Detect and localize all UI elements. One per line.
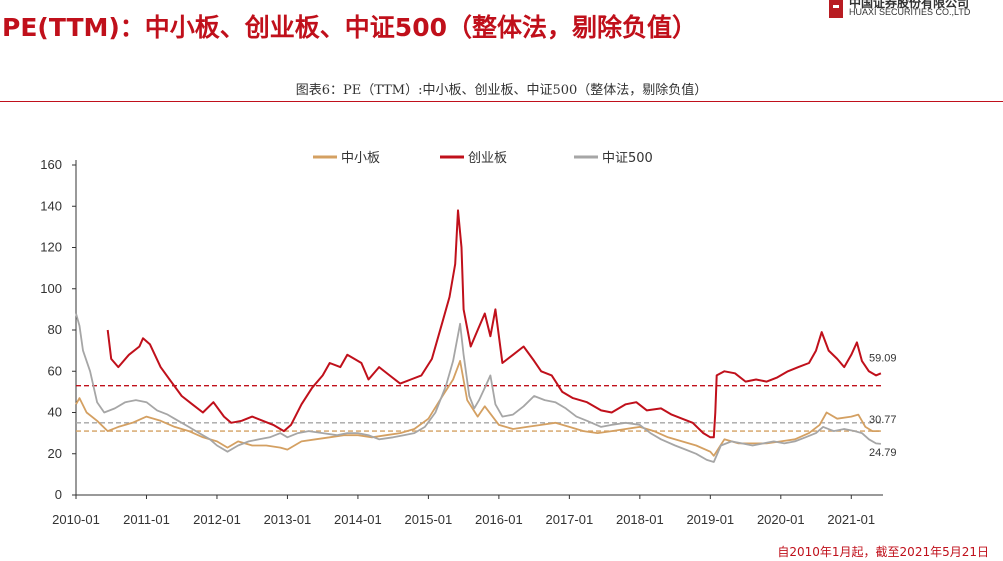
- y-tick-label: 80: [48, 322, 62, 337]
- y-tick-label: 120: [40, 240, 62, 255]
- legend-label-csi500: 中证500: [602, 151, 653, 166]
- x-tick-label: 2016-01: [475, 512, 523, 527]
- logo-name-cn: 中国证券股份有限公司: [849, 0, 970, 10]
- last-value-label-chinext: 59.09: [869, 352, 897, 364]
- company-logo: 中国证券股份有限公司 HUAXI SECURITIES CO.,LTD: [823, 0, 1003, 22]
- y-tick-label: 140: [40, 198, 62, 213]
- series-line-csi500: [75, 313, 881, 463]
- y-tick-label: 60: [48, 363, 62, 378]
- y-tick-label: 40: [48, 405, 62, 420]
- last-value-label-sme: 30.77: [869, 414, 897, 426]
- last-value-label-csi500: 24.79: [869, 447, 897, 459]
- y-tick-label: 160: [40, 157, 62, 172]
- x-tick-label: 2018-01: [616, 512, 664, 527]
- x-tick-label: 2015-01: [405, 512, 453, 527]
- logo-name-en: HUAXI SECURITIES CO.,LTD: [849, 7, 971, 17]
- x-tick-label: 2014-01: [334, 512, 382, 527]
- y-tick-label: 0: [55, 487, 62, 502]
- y-tick-label: 100: [40, 281, 62, 296]
- legend-label-chinext: 创业板: [468, 151, 507, 166]
- chart-caption: 图表6：PE（TTM）:中小板、创业板、中证500（整体法，剔除负值）: [295, 83, 708, 98]
- x-tick-label: 2017-01: [546, 512, 594, 527]
- logo-mark-icon: [829, 0, 843, 18]
- data-range-footnote: 自2010年1月起，截至2021年5月21日: [777, 545, 989, 559]
- x-tick-label: 2020-01: [757, 512, 805, 527]
- x-tick-label: 2012-01: [193, 512, 241, 527]
- x-tick-label: 2019-01: [686, 512, 734, 527]
- y-tick-label: 20: [48, 446, 62, 461]
- legend-label-sme: 中小板: [341, 151, 380, 166]
- x-tick-label: 2011-01: [123, 512, 170, 527]
- x-tick-label: 2021-01: [827, 512, 875, 527]
- page-title: PE(TTM)：中小板、创业板、中证500（整体法，剔除负值）: [2, 13, 697, 42]
- header-divider: [0, 101, 1003, 102]
- x-tick-label: 2013-01: [264, 512, 312, 527]
- series-line-chinext: [106, 209, 882, 439]
- x-tick-label: 2010-01: [52, 512, 100, 527]
